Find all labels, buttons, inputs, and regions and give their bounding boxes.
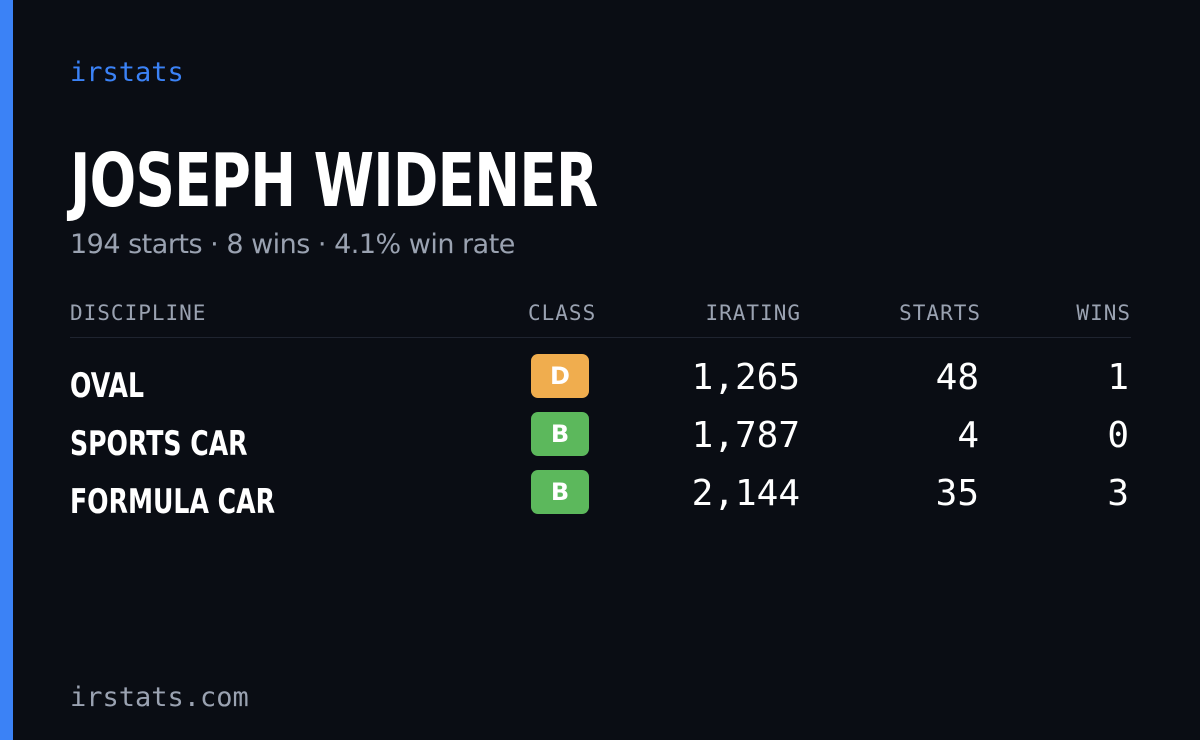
starts-value: 35 <box>935 473 979 514</box>
table-row: SPORTS CAR B 1,787 4 0 <box>70 411 1131 469</box>
table-row: FORMULA CAR B 2,144 35 3 <box>70 469 1131 527</box>
player-summary: 194 starts · 8 wins · 4.1% win rate <box>70 229 515 260</box>
player-name: JOSEPH WIDENER <box>70 138 598 224</box>
header-discipline: DISCIPLINE <box>70 301 207 325</box>
header-wins: WINS <box>1076 301 1131 325</box>
class-badge: B <box>531 470 589 514</box>
discipline-label: OVAL <box>70 366 144 406</box>
footer-url[interactable]: irstats.com <box>70 682 249 713</box>
irating-value: 1,787 <box>691 415 800 456</box>
table-row: OVAL D 1,265 48 1 <box>70 353 1131 411</box>
irating-value: 2,144 <box>691 473 800 514</box>
header-irating: IRATING <box>705 301 801 325</box>
brand-logo[interactable]: irstats <box>70 57 184 88</box>
starts-value: 4 <box>957 415 979 456</box>
class-badge: B <box>531 412 589 456</box>
starts-value: 48 <box>935 357 979 398</box>
irating-value: 1,265 <box>691 357 800 398</box>
header-class: CLASS <box>528 301 597 325</box>
class-badge: D <box>531 354 589 398</box>
wins-value: 3 <box>1107 473 1129 514</box>
wins-value: 0 <box>1107 415 1129 456</box>
table-header: DISCIPLINE CLASS IRATING STARTS WINS <box>70 296 1131 338</box>
stats-table: DISCIPLINE CLASS IRATING STARTS WINS OVA… <box>70 296 1131 527</box>
discipline-label: FORMULA CAR <box>70 482 275 522</box>
accent-bar <box>0 0 13 740</box>
wins-value: 1 <box>1107 357 1129 398</box>
table-body: OVAL D 1,265 48 1 SPORTS CAR B 1,787 4 0… <box>70 338 1131 527</box>
header-starts: STARTS <box>899 301 981 325</box>
discipline-label: SPORTS CAR <box>70 424 248 464</box>
